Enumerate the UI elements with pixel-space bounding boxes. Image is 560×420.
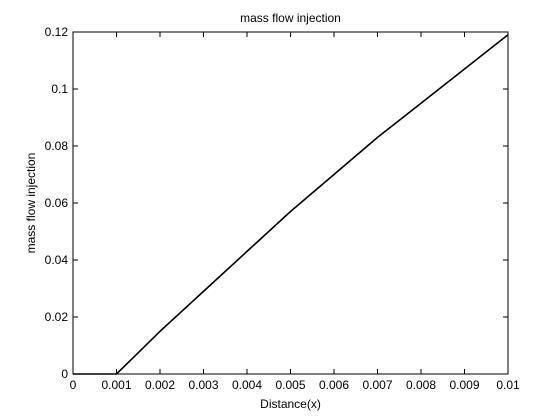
x-tick-label: 0.003: [188, 378, 218, 392]
y-tick-label: 0: [61, 367, 68, 381]
y-tick-label: 0.12: [45, 25, 69, 39]
x-axis-label: Distance(x): [260, 397, 321, 411]
series-line: [73, 34, 509, 375]
y-tick-label: 0.1: [51, 82, 68, 96]
y-tick-label: 0.08: [45, 139, 69, 153]
x-tick-label: 0.006: [319, 378, 349, 392]
x-tick-label: 0.001: [101, 378, 131, 392]
x-tick-label: 0.01: [496, 378, 520, 392]
x-tick-label: 0.005: [275, 378, 305, 392]
axes-box: [72, 31, 509, 375]
x-tick-label: 0.007: [362, 378, 392, 392]
x-tick-label: 0.002: [145, 378, 175, 392]
plot-area: [73, 32, 508, 374]
y-ticks: 0 0.02 0.04 0.06 0.08 0.1 0.12: [45, 25, 508, 381]
y-tick-label: 0.04: [45, 253, 69, 267]
x-tick-label: 0.008: [406, 378, 436, 392]
y-axis-label: mass flow injection: [24, 153, 38, 254]
x-tick-label: 0.009: [449, 378, 479, 392]
x-tick-label: 0.004: [232, 378, 262, 392]
series-group: [73, 34, 509, 375]
chart-title: mass flow injection: [240, 11, 341, 25]
y-tick-label: 0.06: [45, 196, 69, 210]
x-tick-label: 0: [70, 378, 77, 392]
x-ticks: 0 0.001 0.002 0.003 0.004 0.005 0.006 0.007 0.00…: [70, 32, 520, 392]
y-tick-label: 0.02: [45, 310, 69, 324]
